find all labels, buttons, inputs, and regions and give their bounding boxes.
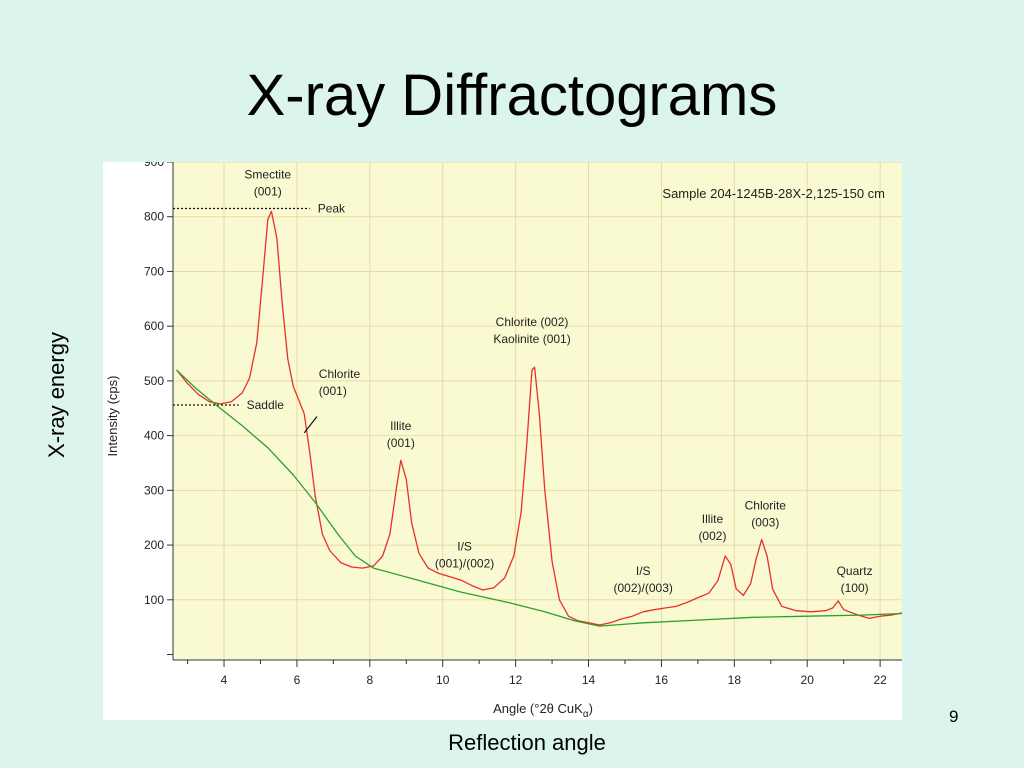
reference-lines: Peak Saddle bbox=[173, 202, 346, 412]
x-tick-label: 4 bbox=[221, 673, 228, 687]
y-tick-label: 100 bbox=[144, 593, 164, 607]
diffractogram-chart: 4 6 8 10 12 14 16 18 20 22 100 200 300 400 500 600 700 80… bbox=[105, 155, 903, 720]
y-tick-label: 700 bbox=[144, 264, 164, 278]
y-tick-label: 500 bbox=[144, 374, 164, 388]
y-tick-label: 600 bbox=[144, 319, 164, 333]
sample-label: Sample 204-1245B-28X-2,125-150 cm bbox=[662, 186, 885, 201]
annotation-label: Quartz (100) bbox=[837, 564, 873, 595]
baseline-line bbox=[176, 369, 903, 627]
annotation-label: Chlorite (002) Kaolinite (001) bbox=[493, 315, 570, 346]
diffractogram-line bbox=[176, 210, 903, 626]
annotation-label: Illite (001) bbox=[387, 419, 415, 450]
annotation-label: Smectite (001) bbox=[244, 167, 291, 198]
slide-title: X-ray Diffractograms bbox=[246, 63, 778, 128]
grid-lines bbox=[173, 161, 902, 660]
x-tick-label: 22 bbox=[873, 673, 887, 687]
reference-line-label: Saddle bbox=[247, 398, 285, 412]
reference-line-label: Peak bbox=[318, 202, 346, 216]
axes: 4 6 8 10 12 14 16 18 20 22 100 200 300 400 500 600 700 80… bbox=[144, 155, 902, 687]
annotation-label: Illite (002) bbox=[698, 512, 726, 543]
series-layer bbox=[176, 210, 903, 627]
y-tick-label: 900 bbox=[144, 162, 164, 169]
x-tick-label: 6 bbox=[294, 673, 301, 687]
x-tick-label: 20 bbox=[801, 673, 815, 687]
annotation-label: I/S (002)/(003) bbox=[614, 564, 673, 595]
diffractogram-figure: 4 6 8 10 12 14 16 18 20 22 100 200 300 400 500 600 700 80… bbox=[103, 155, 903, 720]
y-tick-label: 300 bbox=[144, 483, 164, 497]
annotation-label: Chlorite (001) bbox=[319, 367, 361, 398]
x-caption: Reflection angle bbox=[448, 730, 606, 755]
x-tick-label: 16 bbox=[655, 673, 669, 687]
annotation-label: I/S (001)/(002) bbox=[435, 540, 494, 571]
x-axis-title: Angle (°2θ CuKα) bbox=[493, 701, 593, 720]
x-tick-label: 12 bbox=[509, 673, 523, 687]
annotation-layer: Smectite (001) Chlorite (001) Illite (001) I/S… bbox=[244, 167, 872, 595]
x-tick-label: 18 bbox=[728, 673, 742, 687]
annotation-label: Chlorite (003) bbox=[745, 499, 787, 530]
y-tick-label: 400 bbox=[144, 429, 164, 443]
y-caption: X-ray energy bbox=[44, 332, 69, 458]
plot-area bbox=[173, 162, 902, 660]
x-tick-label: 8 bbox=[366, 673, 373, 687]
x-tick-label: 14 bbox=[582, 673, 596, 687]
page-number: 9 bbox=[949, 707, 959, 726]
y-axis-title: Intensity (cps) bbox=[105, 376, 120, 457]
x-tick-label: 10 bbox=[436, 673, 450, 687]
y-tick-label: 200 bbox=[144, 538, 164, 552]
y-tick-label: 800 bbox=[144, 210, 164, 224]
annotation-leader bbox=[303, 416, 318, 434]
